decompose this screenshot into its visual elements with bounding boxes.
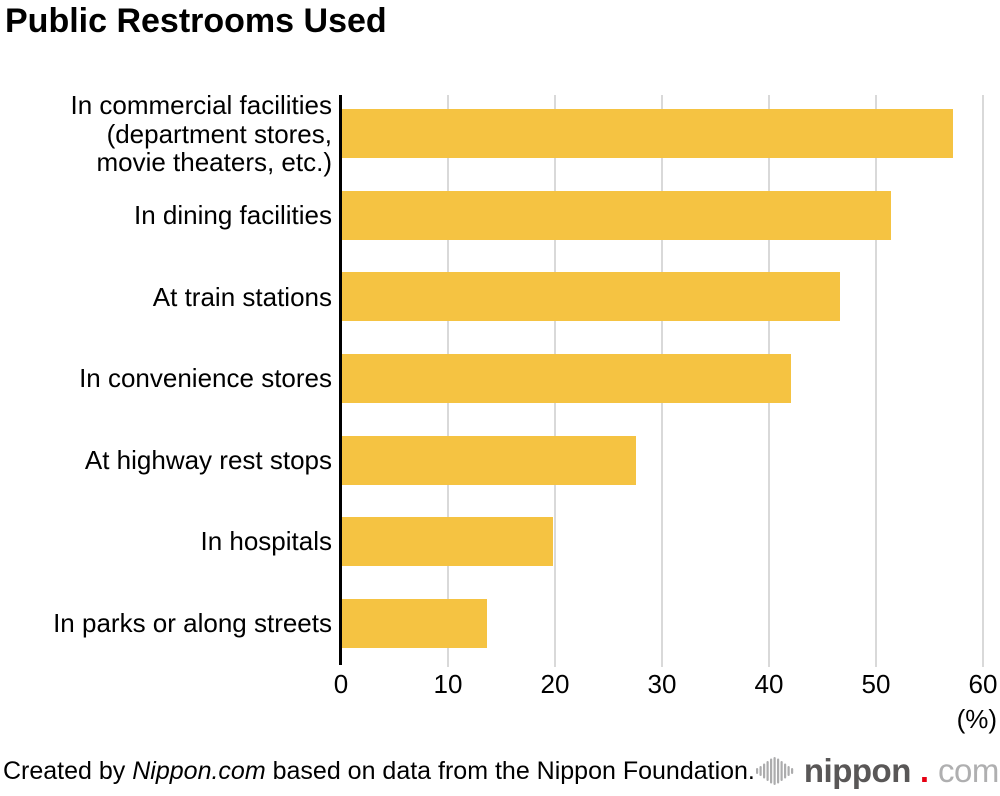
- bar-area: [341, 338, 983, 420]
- bar-area: [341, 93, 983, 175]
- category-label: At train stations: [152, 281, 332, 312]
- bar-row: In hospitals: [0, 501, 1000, 583]
- x-tick-label: 10: [433, 669, 463, 699]
- bar: [341, 517, 553, 567]
- bar: [341, 109, 954, 159]
- soundwave-icon: [755, 757, 794, 785]
- nippon-logo: nippon. com: [755, 752, 999, 790]
- y-axis-line: [339, 95, 342, 665]
- credit-suffix: based on data from the Nippon Foundation…: [265, 756, 755, 785]
- credit-prefix: Created by: [3, 756, 133, 785]
- category-label: In commercial facilities (department sto…: [70, 89, 332, 178]
- x-tick-label: 0: [333, 669, 349, 699]
- credit-text: Created by Nippon.com based on data from…: [3, 757, 755, 786]
- category-label: In hospitals: [200, 526, 332, 557]
- x-tick-label: 50: [861, 669, 891, 699]
- bar-area: [341, 256, 983, 338]
- bar-area: [341, 175, 983, 257]
- x-tick-label: 40: [754, 669, 784, 699]
- category-label: At highway rest stops: [84, 444, 332, 475]
- bar-row: In convenience stores: [0, 338, 1000, 420]
- bar-row: In parks or along streets: [0, 582, 1000, 664]
- bar-row: At highway rest stops: [0, 419, 1000, 501]
- bar: [341, 354, 792, 404]
- chart-title: Public Restrooms Used: [5, 2, 387, 40]
- bar-row: In dining facilities: [0, 175, 1000, 257]
- gridline: [982, 95, 984, 667]
- footer: Created by Nippon.com based on data from…: [3, 750, 999, 792]
- bar: [341, 435, 637, 485]
- x-axis-ticks: 0 10 20 30 40 50 60: [334, 669, 998, 701]
- bar: [341, 272, 840, 322]
- bar-area: [341, 419, 983, 501]
- logo-dot: .: [919, 752, 930, 789]
- gridline: [875, 95, 877, 667]
- bar-area: [341, 582, 983, 664]
- x-axis-unit-label: (%): [956, 704, 997, 734]
- bar-rows: In commercial facilities (department sto…: [0, 89, 1000, 664]
- category-label: In parks or along streets: [53, 607, 332, 638]
- logo-word: nippon: [803, 752, 911, 789]
- logo-tld: com: [938, 752, 999, 789]
- bar-row: At train stations: [0, 256, 1000, 338]
- bar-area: [341, 501, 983, 583]
- credit-source: Nippon.com: [132, 756, 266, 785]
- category-label: In convenience stores: [79, 363, 332, 394]
- bar: [341, 598, 487, 648]
- x-tick-label: 60: [968, 669, 998, 699]
- x-tick-label: 20: [540, 669, 570, 699]
- category-label: In dining facilities: [134, 200, 332, 231]
- x-tick-label: 30: [647, 669, 677, 699]
- bar: [341, 190, 891, 240]
- bar-row: In commercial facilities (department sto…: [0, 89, 1000, 178]
